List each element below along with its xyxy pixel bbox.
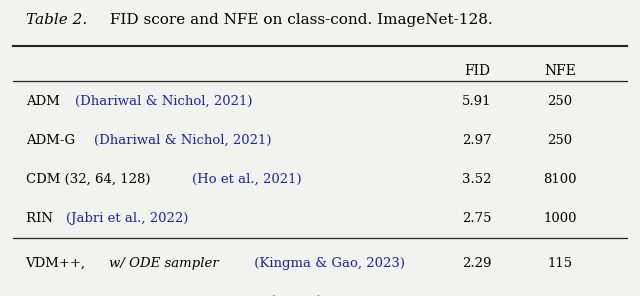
Text: Table 2.: Table 2. xyxy=(26,13,87,27)
Text: 2.29: 2.29 xyxy=(462,257,492,270)
Text: 115: 115 xyxy=(547,257,573,270)
Text: CDM (32, 64, 128): CDM (32, 64, 128) xyxy=(26,173,154,186)
Text: (Jabri et al., 2022): (Jabri et al., 2022) xyxy=(66,212,188,225)
Text: 8100: 8100 xyxy=(543,173,577,186)
Text: (Dhariwal & Nichol, 2021): (Dhariwal & Nichol, 2021) xyxy=(75,95,252,108)
Text: w/ ODE sampler: w/ ODE sampler xyxy=(109,257,218,270)
Text: ADM: ADM xyxy=(26,95,64,108)
Text: 5.91: 5.91 xyxy=(462,95,492,108)
Text: NFE: NFE xyxy=(544,64,576,78)
Text: 2.97: 2.97 xyxy=(462,134,492,147)
Text: (Dhariwal & Nichol, 2021): (Dhariwal & Nichol, 2021) xyxy=(95,134,272,147)
Text: FID: FID xyxy=(464,64,490,78)
Text: (Ho et al., 2021): (Ho et al., 2021) xyxy=(192,173,301,186)
Text: (Kingma & Gao, 2023): (Kingma & Gao, 2023) xyxy=(250,257,405,270)
Text: RIN: RIN xyxy=(26,212,57,225)
Text: 2.75: 2.75 xyxy=(462,212,492,225)
Text: 3.52: 3.52 xyxy=(462,173,492,186)
Text: FID score and NFE on class-cond. ImageNet-128.: FID score and NFE on class-cond. ImageNe… xyxy=(104,13,492,27)
Text: VDM++,: VDM++, xyxy=(26,257,90,270)
Text: 250: 250 xyxy=(547,134,573,147)
Text: 1000: 1000 xyxy=(543,212,577,225)
Text: ADM-G: ADM-G xyxy=(26,134,79,147)
Text: 250: 250 xyxy=(547,95,573,108)
